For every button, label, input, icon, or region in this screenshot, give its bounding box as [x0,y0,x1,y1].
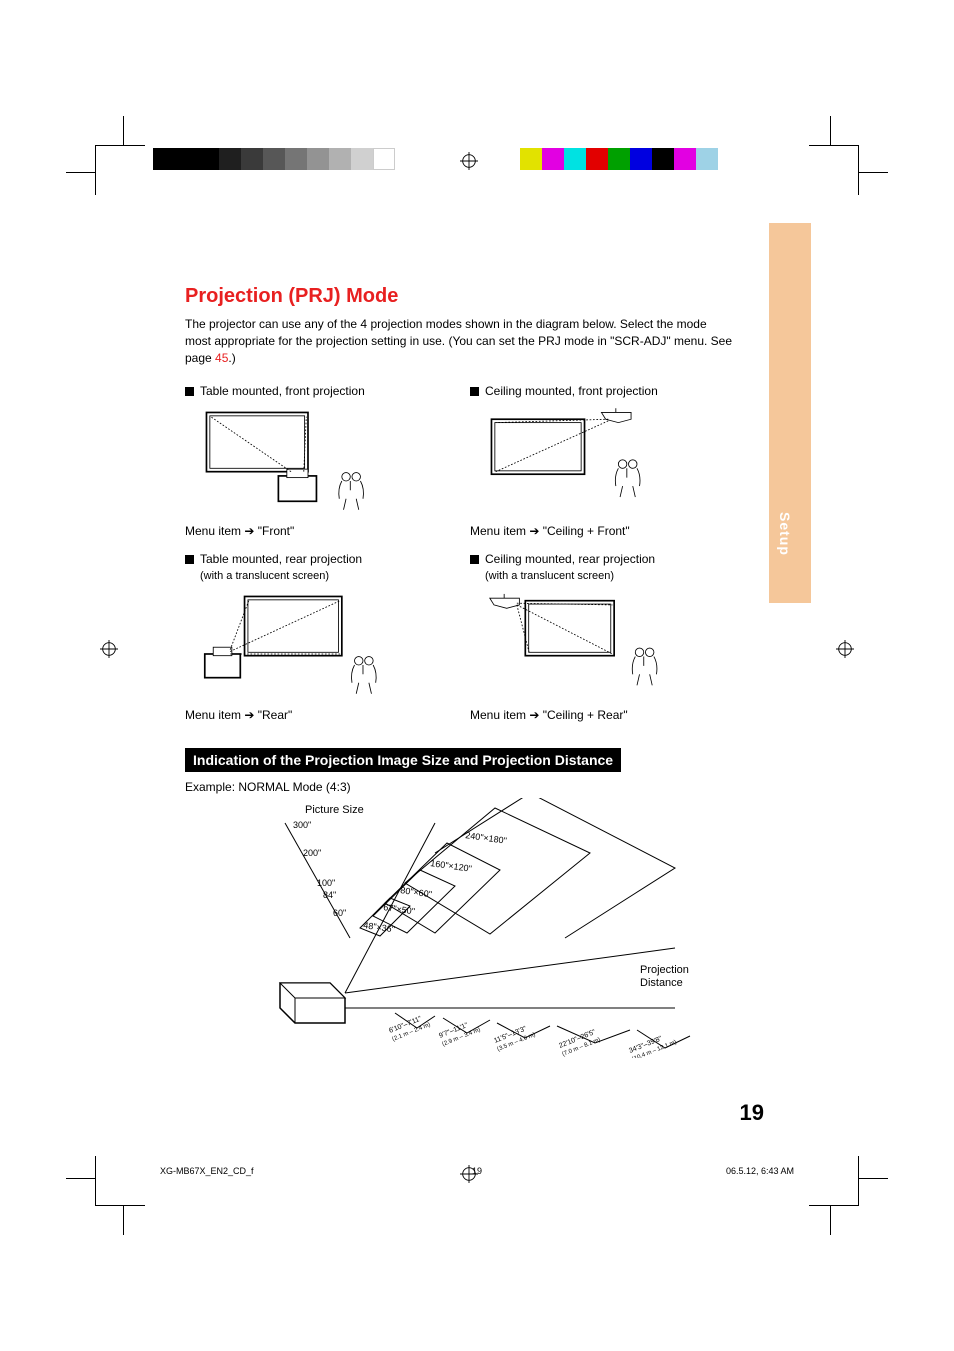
page-content: Projection (PRJ) Mode The projector can … [185,285,735,1058]
mode-c-menu: Menu item ➔ "Rear" [185,708,450,722]
mode-a-diagram [185,404,415,514]
mode-d-menu: Menu item ➔ "Ceiling + Rear" [470,708,735,722]
registration-mark-right [836,640,854,658]
crop-mark-tr [809,145,859,195]
example-label: Example: NORMAL Mode (4:3) [185,780,735,794]
mode-a-label: Table mounted, front projection [200,384,365,398]
svg-text:80"×60": 80"×60" [400,885,433,899]
svg-text:200": 200" [303,848,321,858]
footer-left: XG-MB67X_EN2_CD_f [160,1166,254,1176]
svg-text:67"×50": 67"×50" [383,902,416,916]
footer-right: 06.5.12, 6:43 AM [726,1166,794,1176]
color-bar [520,148,718,170]
mode-c-diagram [185,588,415,698]
intro-tail: .) [228,351,235,365]
svg-text:240"×180": 240"×180" [465,830,508,846]
intro-body: The projector can use any of the 4 proje… [185,317,732,365]
distance-diagram: Picture Size 300" 200" 100" 84" 60" 240"… [185,798,725,1058]
svg-text:Projection: Projection [640,964,689,976]
footer: XG-MB67X_EN2_CD_f 19 06.5.12, 6:43 AM [160,1166,794,1176]
page-title: Projection (PRJ) Mode [185,285,735,308]
mode-d-sub: (with a translucent screen) [485,570,735,582]
page-reference: 45 [215,351,228,365]
svg-text:100": 100" [317,878,335,888]
mode-d-label: Ceiling mounted, rear projection [485,552,655,566]
mode-b-head: Ceiling mounted, front projection [470,384,735,398]
mode-c-sub: (with a translucent screen) [200,570,450,582]
intro-text: The projector can use any of the 4 proje… [185,316,735,366]
mode-b-diagram [470,404,700,514]
section-bar: Indication of the Projection Image Size … [185,748,621,772]
svg-text:48"×36": 48"×36" [363,920,396,934]
mode-d-head: Ceiling mounted, rear projection [470,552,735,566]
svg-text:84": 84" [323,890,336,900]
grayscale-bar [153,148,395,170]
crop-mark-br [809,1156,859,1206]
svg-text:Distance: Distance [640,977,683,989]
svg-text:60": 60" [333,908,346,918]
svg-text:160"×120": 160"×120" [430,858,473,874]
crop-mark-tl [95,145,145,195]
mode-b-menu: Menu item ➔ "Ceiling + Front" [470,524,735,538]
mode-d-diagram [470,588,700,698]
section-tab-label: Setup [777,512,793,554]
registration-mark-left [100,640,118,658]
svg-text:300": 300" [293,820,311,830]
mode-a-head: Table mounted, front projection [185,384,450,398]
modes-grid: Table mounted, front projection Men [185,384,735,736]
picture-size-label: Picture Size [305,804,364,816]
page-number: 19 [740,1100,764,1126]
mode-c-head: Table mounted, rear projection [185,552,450,566]
mode-b-label: Ceiling mounted, front projection [485,384,658,398]
mode-a-menu: Menu item ➔ "Front" [185,524,450,538]
crop-mark-bl [95,1156,145,1206]
footer-mid: 19 [472,1166,482,1176]
registration-mark-top [460,152,478,170]
mode-c-label: Table mounted, rear projection [200,552,362,566]
